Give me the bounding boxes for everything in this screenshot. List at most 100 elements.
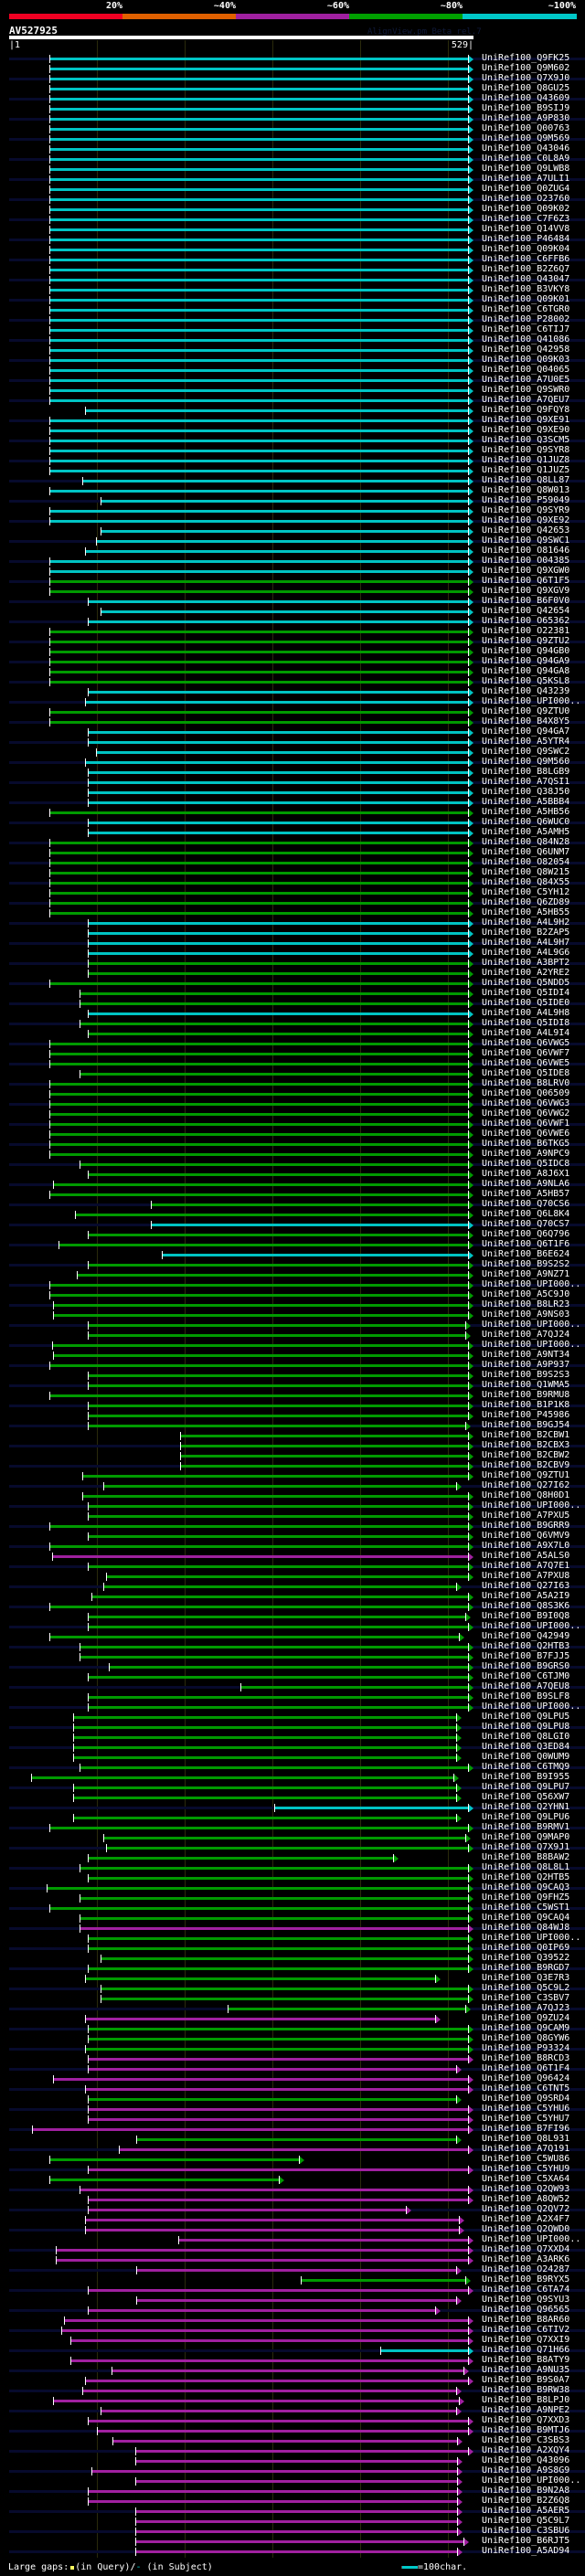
hit-label[interactable]: UniRef100_B8LRV0 [482,1078,570,1088]
hit-label[interactable]: UniRef100_Q2QWD0 [482,2224,570,2234]
hit-label[interactable]: UniRef100_Q43609 [482,93,570,103]
hit-label[interactable]: UniRef100_Q2QV72 [482,2204,570,2214]
hit-label[interactable]: UniRef100_Q7X9J1 [482,1842,570,1852]
hit-label[interactable]: UniRef100_B8AR60 [482,2315,570,2325]
hit-label[interactable]: UniRef100_Q8S3K6 [482,1601,570,1611]
hit-label[interactable]: UniRef100_C6TIJ7 [482,324,570,334]
hit-label[interactable]: UniRef100_Q9SWC2 [482,747,570,757]
hit-label[interactable]: UniRef100_C6TJM0 [482,1671,570,1681]
hit-label[interactable]: UniRef100_O24287 [482,2264,570,2274]
hit-label[interactable]: UniRef100_Q9LPU8 [482,1722,570,1732]
hit-label[interactable]: UniRef100_C6TGR0 [482,304,570,314]
hit-label[interactable]: UniRef100_P45986 [482,1410,570,1420]
hit-label[interactable]: UniRef100_Q3E7R3 [482,1973,570,1983]
hit-label[interactable]: UniRef100_B8LR23 [482,1299,570,1309]
hit-label[interactable]: UniRef100_A7PXU5 [482,1511,570,1521]
hit-label[interactable]: UniRef100_Q6VWE5 [482,1058,570,1068]
hit-label[interactable]: UniRef100_Q00763 [482,123,570,133]
hit-label[interactable]: UniRef100_Q38J50 [482,787,570,797]
hit-label[interactable]: UniRef100_Q6VWE6 [482,1129,570,1139]
hit-label[interactable]: UniRef100_Q09K01 [482,294,570,304]
hit-label[interactable]: UniRef100_Q42949 [482,1631,570,1641]
hit-label[interactable]: UniRef100_Q9ZTU2 [482,636,570,646]
hit-label[interactable]: UniRef100_Q6WUC0 [482,817,570,827]
hit-label[interactable]: UniRef100_C5YHU6 [482,2104,570,2114]
hit-label[interactable]: UniRef100_B2Z6Q7 [482,264,570,274]
hit-label[interactable]: UniRef100_Q6L8K4 [482,1209,570,1219]
hit-label[interactable]: UniRef100_B9GRR9 [482,1521,570,1531]
hit-label[interactable]: UniRef100_Q9XE90 [482,425,570,435]
hit-label[interactable]: UniRef100_UPI000.. [482,1933,581,1943]
hit-label[interactable]: UniRef100_C6FFB6 [482,254,570,264]
hit-label[interactable]: UniRef100_C5YHU9 [482,2164,570,2174]
hit-label[interactable]: UniRef100_UPI000.. [482,1320,581,1330]
hit-label[interactable]: UniRef100_C5XA64 [482,2174,570,2184]
hit-label[interactable]: UniRef100_B9I0Q8 [482,1611,570,1621]
hit-label[interactable]: UniRef100_Q6VWF1 [482,1118,570,1129]
hit-label[interactable]: UniRef100_Q43096 [482,2455,570,2465]
hit-label[interactable]: UniRef100_A5AER5 [482,2506,570,2516]
hit-label[interactable]: UniRef100_Q5IDI4 [482,988,570,998]
hit-label[interactable]: UniRef100_UPI000.. [482,1621,581,1631]
hit-label[interactable]: UniRef100_Q09K02 [482,204,570,214]
hit-label[interactable]: UniRef100_Q9FHZ5 [482,1892,570,1903]
hit-label[interactable]: UniRef100_B8RCD3 [482,2053,570,2063]
hit-label[interactable]: UniRef100_Q27I63 [482,1581,570,1591]
hit-label[interactable]: UniRef100_Q9LPU5 [482,1712,570,1722]
hit-label[interactable]: UniRef100_A7QJ24 [482,1330,570,1340]
hit-label[interactable]: UniRef100_A9NT34 [482,1350,570,1360]
hit-label[interactable]: UniRef100_Q94GA7 [482,726,570,737]
hit-label[interactable]: UniRef100_Q84N28 [482,837,570,847]
hit-label[interactable]: UniRef100_Q9LPU6 [482,1812,570,1822]
hit-label[interactable]: UniRef100_Q39522 [482,1953,570,1963]
hit-label[interactable]: UniRef100_B2CBW1 [482,1430,570,1440]
hit-label[interactable]: UniRef100_Q8GYW6 [482,2033,570,2043]
hit-label[interactable]: UniRef100_B3VKY8 [482,284,570,294]
hit-label[interactable]: UniRef100_B6RJT5 [482,2536,570,2546]
hit-label[interactable]: UniRef100_B6TKG5 [482,1139,570,1149]
hit-label[interactable]: UniRef100_A4L9H2 [482,917,570,928]
hit-label[interactable]: UniRef100_A5AMH5 [482,827,570,837]
hit-label[interactable]: UniRef100_UPI000.. [482,1340,581,1350]
hit-label[interactable]: UniRef100_Q9FK25 [482,53,570,63]
hit-label[interactable]: UniRef100_B9S0A7 [482,2375,570,2385]
hit-label[interactable]: UniRef100_Q04065 [482,365,570,375]
hit-label[interactable]: UniRef100_Q6Q796 [482,1229,570,1239]
hit-label[interactable]: UniRef100_C3SBU6 [482,2526,570,2536]
hit-label[interactable]: UniRef100_Q6ZD89 [482,897,570,907]
hit-label[interactable]: UniRef100_A9P937 [482,1360,570,1370]
hit-label[interactable]: UniRef100_P59049 [482,495,570,505]
hit-label[interactable]: UniRef100_B8LGB9 [482,767,570,777]
hit-label[interactable]: UniRef100_Q2YHN1 [482,1802,570,1812]
hit-label[interactable]: UniRef100_UPI000.. [482,2475,581,2486]
hit-label[interactable]: UniRef100_Q1JUZ8 [482,455,570,465]
hit-label[interactable]: UniRef100_Q0ZUG4 [482,184,570,194]
hit-label[interactable]: UniRef100_O22381 [482,626,570,636]
hit-label[interactable]: UniRef100_O23760 [482,194,570,204]
hit-label[interactable]: UniRef100_B9RW38 [482,2385,570,2395]
hit-label[interactable]: UniRef100_Q06509 [482,1088,570,1098]
hit-label[interactable]: UniRef100_A5ALS0 [482,1551,570,1561]
hit-label[interactable]: UniRef100_B2CBV9 [482,1460,570,1470]
hit-label[interactable]: UniRef100_Q9M569 [482,133,570,143]
hit-label[interactable]: UniRef100_B9S2S2 [482,1259,570,1269]
hit-label[interactable]: UniRef100_A7U0E5 [482,375,570,385]
hit-label[interactable]: UniRef100_A2YRE2 [482,968,570,978]
hit-label[interactable]: UniRef100_Q9XE92 [482,515,570,525]
hit-label[interactable]: UniRef100_C6TNT5 [482,2083,570,2094]
hit-label[interactable]: UniRef100_A9NZ71 [482,1269,570,1279]
hit-label[interactable]: UniRef100_Q7XXD4 [482,2244,570,2254]
hit-label[interactable]: UniRef100_Q43047 [482,274,570,284]
hit-label[interactable]: UniRef100_Q9MAP0 [482,1832,570,1842]
hit-label[interactable]: UniRef100_Q8W013 [482,485,570,495]
hit-label[interactable]: UniRef100_Q8L8L1 [482,1862,570,1872]
hit-label[interactable]: UniRef100_Q8H0D1 [482,1490,570,1500]
hit-label[interactable]: UniRef100_Q1WMA5 [482,1380,570,1390]
hit-label[interactable]: UniRef100_B4X8Y5 [482,716,570,726]
hit-label[interactable]: UniRef100_C6TIV2 [482,2325,570,2335]
hit-label[interactable]: UniRef100_A4L9H8 [482,1008,570,1018]
hit-label[interactable]: UniRef100_Q56XW7 [482,1792,570,1802]
hit-label[interactable]: UniRef100_Q9XGW0 [482,566,570,576]
hit-label[interactable]: UniRef100_Q9ZTU0 [482,706,570,716]
hit-label[interactable]: UniRef100_C5YH12 [482,887,570,897]
